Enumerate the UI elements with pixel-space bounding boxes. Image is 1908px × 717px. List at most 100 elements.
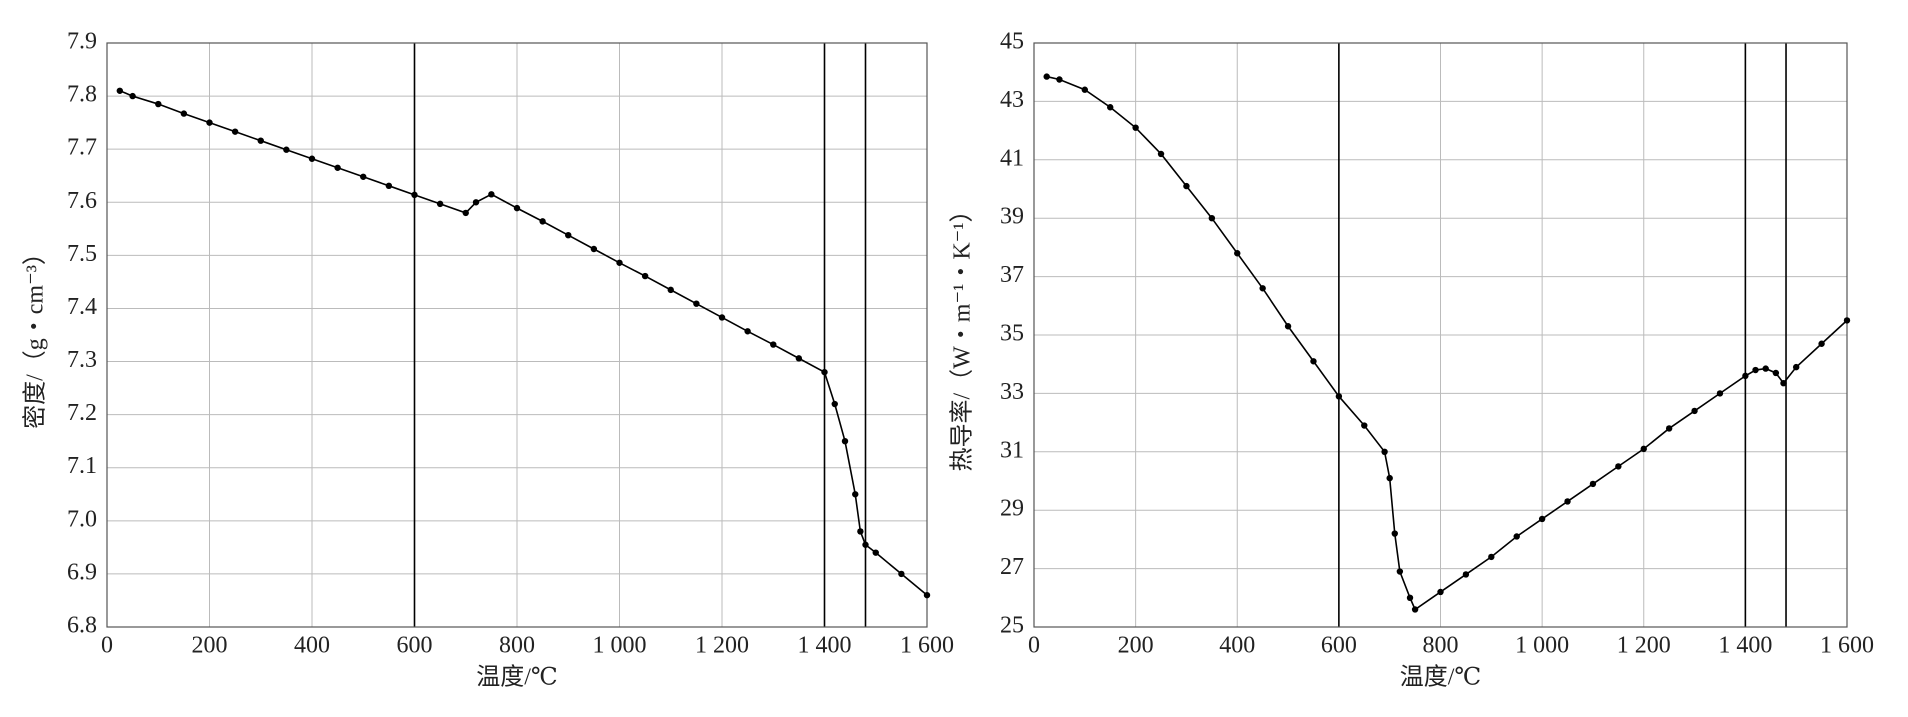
y-tick-label: 25 [1000,613,1024,639]
data-point [1310,358,1317,365]
data-point [1564,498,1571,505]
data-point [155,100,162,108]
data-point [1406,594,1414,601]
y-tick-label: 35 [1000,321,1024,347]
data-point [1132,124,1139,131]
data-point [641,272,649,280]
data-point [513,204,521,212]
data-point [1107,104,1114,111]
x-tick-label: 400 [294,633,330,659]
data-point [590,245,598,253]
data-point [857,528,864,535]
data-point [1157,150,1165,158]
x-tick-label: 800 [1423,633,1459,659]
x-tick-label: 0 [1028,633,1040,659]
data-point [1234,250,1241,257]
y-tick-label: 7.0 [67,506,97,532]
x-tick-label: 400 [1219,633,1255,659]
y-tick-label: 6.8 [67,613,97,639]
data-point [667,286,674,294]
data-point [821,368,828,376]
data-point [1437,588,1444,596]
data-point [1752,366,1759,374]
data-point [693,300,700,307]
y-tick-label: 7.6 [67,188,97,214]
chart: 25 27 29 31 33 35 37 39 41 43 45 0 200 400 600 800 1 000… [949,29,1875,691]
data-line [119,90,928,596]
data-point [1843,317,1851,324]
y-tick-label: 45 [1000,29,1024,55]
data-point [718,314,726,321]
data-point [1665,425,1673,432]
data-point [1691,407,1698,415]
plot-frame [106,42,928,628]
data-point [129,92,136,100]
data-point [1208,215,1216,222]
data-point [411,191,418,199]
data-point [308,155,316,162]
data-point [231,128,239,135]
data-point [1716,390,1724,397]
x-axis-label: 温度/℃ [476,664,558,691]
x-tick-label: 800 [499,633,535,659]
data-point [1386,474,1393,482]
y-tick-label: 39 [1000,204,1024,230]
y-axis-label: 密度/（g・cm⁻³） [22,241,49,429]
y-tick-label: 7.3 [67,347,97,373]
y-tick-label: 37 [1000,262,1024,288]
y-tick-label: 7.5 [67,241,97,267]
y-tick-label: 43 [1000,87,1024,113]
data-point [1396,568,1404,575]
data-point [1259,285,1266,292]
data-point [770,341,777,348]
data-point [565,231,572,239]
x-tick-label: 200 [1118,633,1154,659]
x-tick-label: 1 400 [798,633,852,659]
data-point [1381,448,1388,455]
data-point [436,200,444,208]
data-point [472,199,480,206]
x-tick-label: 1 200 [695,633,749,659]
data-point [1391,530,1398,537]
y-tick-label: 29 [1000,496,1024,522]
data-point [1513,533,1520,540]
data-point [923,591,931,599]
x-tick-label: 0 [101,633,113,659]
plot-frame [1033,42,1848,628]
data-point [462,209,469,217]
x-tick-label: 1 400 [1718,633,1772,659]
data-point [831,400,838,408]
y-tick-label: 33 [1000,379,1024,405]
data-point [862,541,869,548]
data-point [1762,365,1769,372]
data-point [795,355,803,362]
data-point [872,549,879,556]
data-point [1488,553,1495,561]
data-point [1589,480,1597,488]
data-point [1284,323,1292,330]
data-point [1361,422,1368,429]
x-tick-label: 1 000 [593,633,647,659]
data-point [283,146,290,153]
y-tick-label: 7.9 [67,29,97,55]
data-point [1818,340,1825,347]
x-tick-label: 200 [192,633,228,659]
data-point [257,137,264,144]
y-axis-label: 热导率/（W・m⁻¹・K⁻¹） [949,198,976,471]
data-point [1780,379,1787,387]
y-tick-label: 6.9 [67,559,97,585]
data-point [1411,606,1419,613]
x-tick-label: 600 [397,633,433,659]
data-point [1462,571,1470,578]
y-tick-label: 7.1 [67,453,97,479]
x-tick-label: 1 600 [900,633,954,659]
data-point [334,164,341,171]
data-point [1056,76,1063,83]
y-tick-label: 7.2 [67,400,97,426]
data-point [180,110,188,117]
data-point [206,119,213,126]
data-point [744,328,751,335]
data-point [539,218,546,225]
data-point [116,87,124,94]
